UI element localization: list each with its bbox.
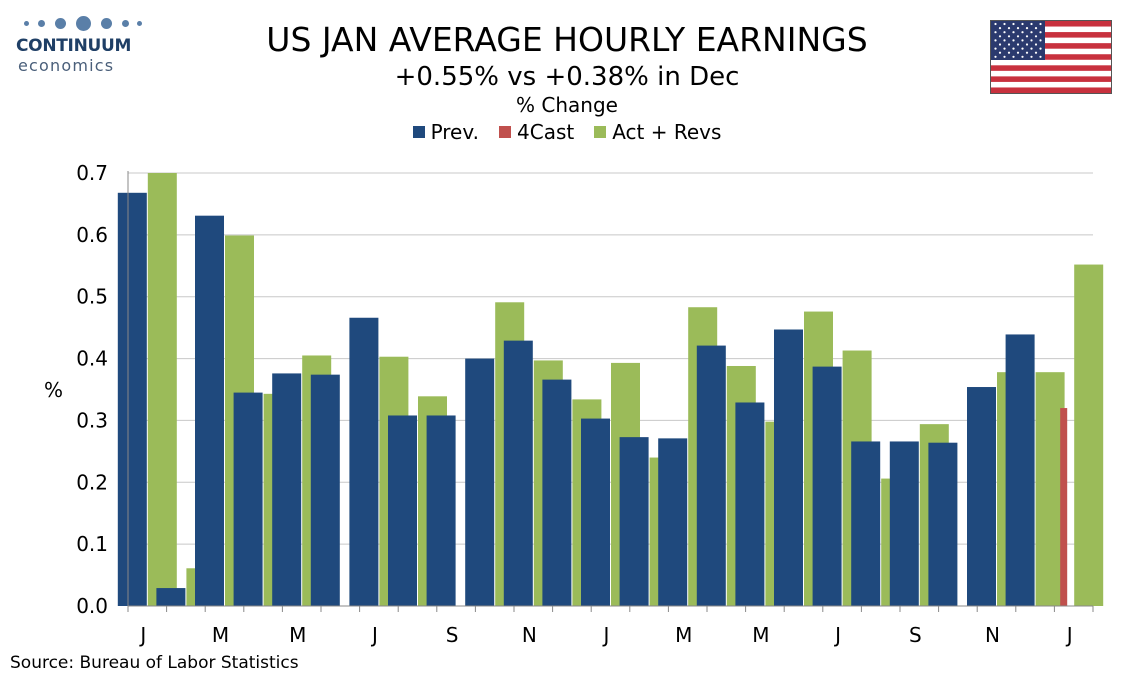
bar-prev <box>465 358 495 606</box>
bar-prev <box>619 437 649 606</box>
y-tick-label: 0.6 <box>76 223 108 247</box>
bar-prev <box>581 418 610 606</box>
y-tick-label: 0.0 <box>76 594 108 618</box>
x-tick-label: M <box>675 623 692 647</box>
legend-label-act-revs: Act + Revs <box>612 120 722 144</box>
y-tick-label: 0.2 <box>76 470 108 494</box>
legend-item-act-revs: Act + Revs <box>594 120 721 144</box>
legend-swatch-prev <box>412 126 425 138</box>
x-tick-label: N <box>985 623 1000 647</box>
bar-act-revs <box>1035 372 1065 606</box>
bar-prev <box>658 438 688 606</box>
x-tick-label: M <box>212 623 229 647</box>
bar-prev <box>967 387 996 606</box>
x-tick-label: S <box>446 623 459 647</box>
bar-prev <box>388 415 417 606</box>
x-tick-label: N <box>522 623 537 647</box>
bar-act-revs <box>1074 264 1104 606</box>
legend-label-prev: Prev. <box>430 120 479 144</box>
chart-title: US JAN AVERAGE HOURLY EARNINGS <box>266 20 868 59</box>
legend-label-4cast: 4Cast <box>517 120 575 144</box>
y-tick-label: 0.3 <box>76 408 108 432</box>
bar-prev <box>735 402 765 606</box>
y-tick-label: 0.1 <box>76 532 108 556</box>
y-tick-label: 0.5 <box>76 285 108 309</box>
bar-prev <box>851 441 881 606</box>
bar-prev <box>696 345 726 606</box>
bar-prev <box>233 392 263 606</box>
bar-prev <box>349 317 379 606</box>
x-tick-label: J <box>370 623 378 647</box>
us-flag-icon <box>990 20 1112 94</box>
bar-act-revs <box>147 173 177 606</box>
chart-subtitle: +0.55% vs +0.38% in Dec <box>394 62 740 92</box>
bar-prev <box>503 340 533 606</box>
x-tick-label: M <box>752 623 769 647</box>
y-tick-label: 0.7 <box>76 161 108 185</box>
bars <box>117 173 1104 606</box>
bar-prev <box>117 192 147 606</box>
logo-name: CONTINUUM <box>16 36 132 56</box>
bar-prev <box>156 588 186 606</box>
logo-subname: economics <box>18 56 115 75</box>
continuum-logo: CONTINUUM economics <box>10 12 142 76</box>
legend-swatch-4cast <box>499 126 511 138</box>
bar-prev <box>889 441 919 606</box>
bar-prev <box>310 374 340 606</box>
x-tick-label: S <box>909 623 922 647</box>
source-note: Source: Bureau of Labor Statistics <box>10 653 299 673</box>
x-tick-label: J <box>833 623 841 647</box>
bar-prev <box>928 442 958 606</box>
chart-unit-title: % Change <box>516 93 618 117</box>
chart-legend: Prev. 4Cast Act + Revs <box>0 120 1134 144</box>
y-tick-label: 0.4 <box>76 347 108 371</box>
bar-prev <box>542 379 572 606</box>
bar-prev <box>195 215 224 606</box>
y-axis-label: % <box>44 378 64 402</box>
legend-swatch-act-revs <box>594 126 607 138</box>
bar-prev <box>426 415 456 606</box>
axes: 0.0 0.1 0.2 0.3 0.4 0.5 0.6 0.7 J M M J S N J M M J S N J <box>76 161 1094 647</box>
bar-prev <box>774 329 803 606</box>
x-tick-label: J <box>1065 623 1073 647</box>
bar-prev <box>272 373 302 606</box>
x-tick-label: M <box>289 623 306 647</box>
legend-item-4cast: 4Cast <box>499 120 574 144</box>
bar-4cast <box>1060 408 1068 606</box>
x-tick-label: J <box>602 623 610 647</box>
bar-prev <box>812 366 842 606</box>
bar-prev <box>1005 334 1035 606</box>
legend-item-prev: Prev. <box>412 120 479 144</box>
x-tick-label: J <box>138 623 146 647</box>
